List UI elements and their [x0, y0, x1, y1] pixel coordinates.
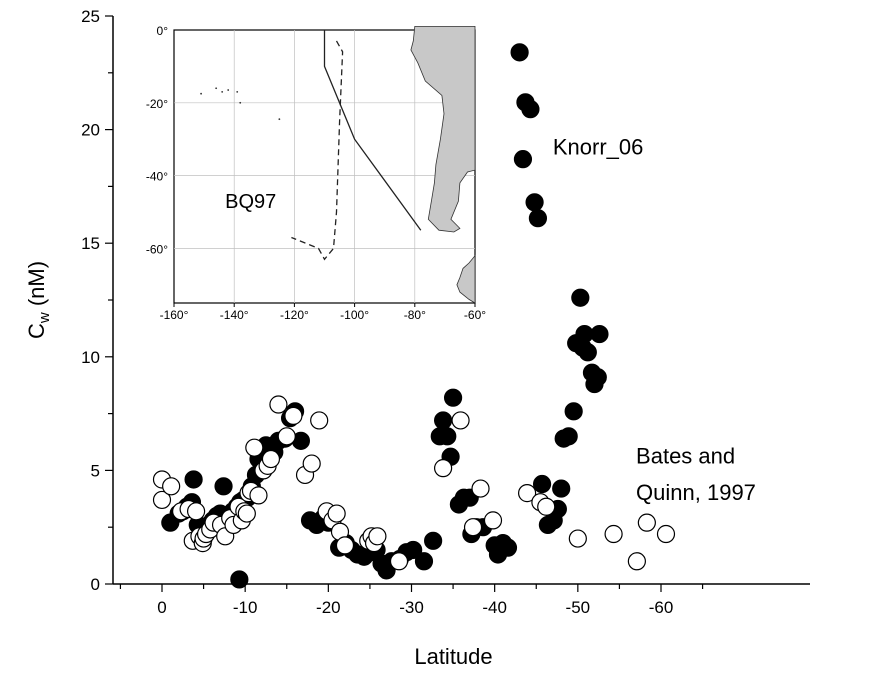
main-axes: 0 -10 -20 -30 -40 -50 -60 0 5 10 15 20 25 Latitude Cw …: [24, 7, 810, 669]
bq97-cruise-track: [291, 40, 344, 261]
y-tick-label: 10: [81, 348, 100, 367]
knorr06-point: [434, 411, 453, 430]
bates-quinn-point: [186, 502, 206, 521]
y-axis-title: Cw (nM): [24, 261, 53, 339]
bates-quinn-point: [284, 406, 303, 425]
bates-quinn-point: [162, 477, 181, 496]
knorr06-point: [513, 150, 533, 169]
knorr06-point: [498, 538, 518, 557]
bates-quinn-point: [434, 459, 453, 478]
knorr06-point: [590, 324, 609, 344]
island-dot: [221, 90, 224, 93]
bates-quinn-point: [152, 490, 172, 510]
x-tick-label: -40: [482, 598, 507, 617]
inset-x-tick-label: -120°: [280, 308, 309, 322]
inset-map: -160° -140° -120° -100° -80° -60° 0° -20° -40° -6…: [146, 24, 486, 322]
inset-x-tick-label: -160°: [160, 308, 189, 322]
y-tick-label: 5: [91, 461, 100, 480]
knorr06-point: [404, 540, 423, 560]
knorr06-point: [438, 427, 457, 446]
island-dot: [239, 101, 242, 104]
south-america-landmass: [410, 26, 476, 233]
knorr06-point: [552, 479, 571, 498]
inset-bq97-label: BQ97: [225, 191, 276, 213]
knorr06-point: [414, 552, 434, 571]
island-dot: [278, 118, 281, 121]
island-dot: [227, 89, 230, 91]
x-tick-label: 0: [157, 598, 166, 617]
annotation-label: Bates and: [636, 444, 735, 469]
bates-quinn-point: [537, 497, 556, 516]
island-dot: [236, 90, 239, 93]
y-tick-label: 25: [81, 7, 100, 26]
knorr06-point: [521, 100, 540, 119]
annotation-label: Quinn, 1997: [636, 480, 756, 505]
knorr06-point: [510, 43, 529, 62]
x-tick-label: -20: [316, 598, 341, 617]
knorr06-point: [214, 477, 233, 496]
bates-quinn-point: [302, 454, 321, 473]
y-tick-label: 0: [91, 575, 100, 594]
x-tick-label: -10: [233, 598, 258, 617]
y-tick-label: 20: [81, 121, 100, 140]
bates-quinn-point: [249, 486, 268, 505]
inset-y-tick-label: -60°: [146, 242, 168, 256]
bates-quinn-point: [277, 427, 296, 446]
bates-quinn-point: [483, 511, 503, 530]
bates-quinn-point: [463, 518, 483, 537]
bates-quinn-point: [389, 552, 409, 571]
knorr06-point: [588, 368, 607, 387]
bates-quinn-point: [471, 479, 490, 498]
inset-y-tick-label: -40°: [146, 170, 168, 184]
x-tick-label: -60: [649, 598, 674, 617]
inset-y-tick-label: -20°: [146, 97, 168, 111]
knorr06-point: [230, 570, 249, 589]
annotations: Knorr_06 Bates and Quinn, 1997: [553, 135, 756, 505]
x-tick-label: -30: [399, 598, 424, 617]
bates-quinn-point: [261, 449, 281, 469]
x-tick-label: -50: [566, 598, 591, 617]
inset-x-tick-label: -60°: [464, 308, 486, 322]
main-markers: [152, 43, 676, 589]
inset-x-tick-label: -140°: [220, 308, 249, 322]
bates-quinn-point: [269, 395, 288, 414]
knorr06-point: [564, 402, 583, 421]
island-dot: [200, 92, 202, 95]
bates-quinn-point: [237, 504, 256, 523]
knorr06-point: [528, 209, 548, 228]
bates-quinn-point: [245, 438, 264, 457]
bates-quinn-point: [604, 524, 623, 544]
knorr06-point: [571, 288, 590, 307]
knorr06-cruise-track: [323, 30, 422, 231]
annotation-label: Knorr_06: [553, 135, 644, 160]
inset-x-tick-label: -80°: [404, 308, 426, 322]
island-dot: [215, 87, 218, 90]
antarctic-peninsula: [456, 254, 476, 304]
inset-x-tick-label: -100°: [340, 308, 369, 322]
knorr06-point: [443, 388, 463, 407]
knorr06-point: [578, 343, 597, 362]
knorr06-point: [532, 474, 552, 494]
bates-quinn-point: [568, 529, 587, 548]
x-axis-title: Latitude: [414, 644, 492, 669]
inset-y-tick-label: 0°: [157, 24, 169, 38]
knorr06-point: [559, 427, 578, 446]
bates-quinn-point: [656, 524, 676, 544]
bates-quinn-point: [451, 411, 470, 430]
bates-quinn-point: [518, 484, 537, 503]
bates-quinn-point: [335, 536, 355, 555]
y-tick-label: 15: [81, 234, 100, 253]
bates-quinn-point: [368, 527, 387, 546]
knorr06-point: [184, 470, 203, 489]
knorr06-point: [424, 531, 443, 550]
bates-quinn-point: [327, 504, 346, 523]
knorr06-point: [525, 193, 544, 212]
bates-quinn-point: [627, 552, 646, 571]
bates-quinn-point: [637, 513, 656, 532]
bates-quinn-point: [310, 411, 329, 430]
